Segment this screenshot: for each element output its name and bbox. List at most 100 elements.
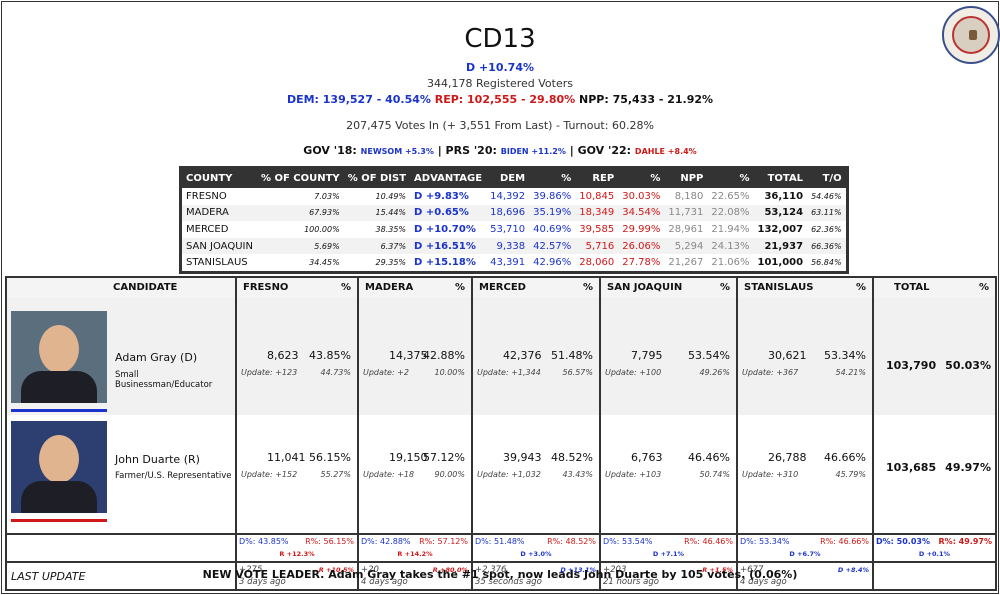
county-margin: D +0.1%	[918, 550, 951, 558]
county-cell: 67.93%	[256, 204, 344, 222]
county-pct: 43.85%	[309, 349, 351, 362]
county-update-pct: 43.43%	[562, 470, 593, 479]
county-update: Update: +310	[742, 470, 799, 479]
county-cell: 40.69%	[533, 223, 572, 235]
party-color-bar	[11, 519, 107, 522]
county-update: Update: +103	[605, 470, 662, 479]
county-cell: 28,060	[579, 257, 615, 269]
county-update-pct: 56.57%	[562, 368, 593, 377]
county-cell: STANISLAUS	[186, 257, 248, 269]
dem-share: D%: 51.48%	[475, 537, 525, 546]
candidate-occupation: Farmer/U.S. Representative	[115, 471, 232, 481]
county-margin: D +7.1%	[652, 550, 685, 558]
county-cell: D +0.65%	[410, 204, 487, 222]
county-cell: 42.57%	[529, 237, 576, 255]
county-cell: 132,007	[757, 223, 804, 235]
county-cell: 29.35%	[375, 258, 407, 268]
candidate-total-pct: 49.97%	[945, 461, 991, 474]
county-update-pct: 45.79%	[835, 470, 866, 479]
county-votes: 26,788	[768, 451, 807, 464]
county-pct: 53.34%	[824, 349, 866, 362]
historical-results: GOV '18: NEWSOM +5.3% | PRS '20: BIDEN +…	[303, 144, 697, 157]
county-margin: R +14.2%	[397, 550, 433, 558]
update-time: 3 days ago	[239, 577, 286, 587]
county-votes: 6,763	[631, 451, 663, 464]
county-update: Update: +367	[742, 368, 799, 377]
county-cell: 18,349	[575, 204, 619, 222]
county-pct: 42.88%	[423, 349, 465, 362]
update-time: 4 days ago	[740, 577, 787, 587]
rep-share: R%: 49.97%	[938, 537, 992, 546]
county-cell: 34.54%	[618, 204, 665, 222]
county-cell: 24.13%	[707, 237, 754, 255]
gov18-result: NEWSOM +5.3%	[360, 147, 434, 156]
county-cell: 7.03%	[314, 191, 340, 201]
county-cell: 38.35%	[375, 224, 407, 234]
county-votes: 19,150	[389, 451, 428, 464]
county-cell: 26.06%	[618, 237, 665, 255]
county-cell: 10.49%	[375, 191, 407, 201]
county-cell: 8,180	[674, 190, 704, 202]
county-update-pct: 90.00%	[434, 470, 465, 479]
county-cell: 21.94%	[711, 223, 750, 235]
county-cell: 63.11%	[807, 204, 848, 222]
rep-share: R%: 46.66%	[820, 537, 869, 546]
county-update-pct: 49.26%	[699, 368, 730, 377]
county-table-header: COUNTY % OF COUNTY % OF DIST ADVANTAGE D…	[180, 167, 848, 188]
county-cell: 43,391	[490, 257, 526, 269]
county-cell: D +9.83%	[414, 190, 469, 202]
county-row: SAN JOAQUIN 5.69% 6.37% D +16.51% 9,338 42.57…	[180, 237, 848, 255]
county-cell: 21,267	[668, 257, 704, 269]
update-time: 4 days ago	[361, 577, 408, 587]
county-pct: 48.52%	[551, 451, 593, 464]
county-cell: D +10.70%	[414, 223, 476, 235]
county-cell: 21.06%	[711, 257, 750, 269]
county-cell: 53,710	[490, 223, 526, 235]
county-cell: 22.08%	[707, 204, 754, 222]
dem-share: D%: 53.34%	[740, 537, 790, 546]
candidate-row: John Duarte (R) Farmer/U.S. Representativ…	[6, 415, 996, 534]
county-cell: SAN JOAQUIN	[180, 237, 257, 255]
county-cell: 21,937	[753, 237, 808, 255]
county-votes: 42,376	[503, 349, 542, 362]
county-cell: 100.00%	[304, 224, 340, 234]
county-row: FRESNO 7.03% 10.49% D +9.83% 14,392 39.86% 10,…	[181, 188, 848, 205]
county-update-pct: 55.27%	[320, 470, 351, 479]
california-seal-logo	[942, 6, 1000, 64]
update-votes: +2,376	[475, 565, 507, 575]
rep-share: R%: 57.12%	[419, 537, 468, 546]
county-cell: 11,731	[664, 204, 708, 222]
county-cell: 29.99%	[622, 223, 661, 235]
county-cell: 62.36%	[811, 224, 842, 234]
candidate-name: Adam Gray (D)	[115, 351, 198, 364]
update-margin: D +8.4%	[837, 566, 869, 574]
update-votes: +20	[361, 565, 379, 575]
update-margin: R +80.0%	[432, 566, 468, 574]
candidate-total-pct: 50.03%	[945, 359, 991, 372]
county-cell: 35.19%	[529, 204, 576, 222]
county-cell: 39,585	[579, 223, 615, 235]
county-update: Update: +1,032	[477, 470, 541, 479]
party-color-bar	[11, 409, 107, 412]
county-votes: 7,795	[631, 349, 663, 362]
county-votes: 30,621	[768, 349, 807, 362]
candidate-photo	[11, 421, 107, 513]
county-margin: R +12.3%	[279, 550, 315, 558]
last-update-label: LAST UPDATE	[11, 569, 86, 583]
dem-share: D%: 42.88%	[361, 537, 411, 546]
candidate-occupation: Small Businessman/Educator	[115, 370, 213, 390]
dem-registration: DEM: 139,527 - 40.54%	[286, 93, 431, 106]
county-pct: 46.46%	[688, 451, 730, 464]
candidate-table: CANDIDATE FRESNO% MADERA% MERCED% SAN JO…	[5, 276, 997, 591]
county-cell: 9,338	[486, 237, 530, 255]
rep-share: R%: 48.52%	[547, 537, 596, 546]
county-cell: FRESNO	[186, 190, 227, 202]
district-lean: D +10.74%	[466, 61, 534, 74]
county-cell: 42.96%	[533, 257, 572, 269]
county-update: Update: +100	[605, 368, 662, 377]
dem-share: D%: 53.54%	[603, 537, 653, 546]
county-cell: 28,961	[668, 223, 704, 235]
turnout-line: 207,475 Votes In (+ 3,551 From Last) - T…	[346, 119, 654, 132]
county-row: STANISLAUS 34.45% 29.35% D +15.18% 43,391 42.…	[181, 254, 848, 272]
